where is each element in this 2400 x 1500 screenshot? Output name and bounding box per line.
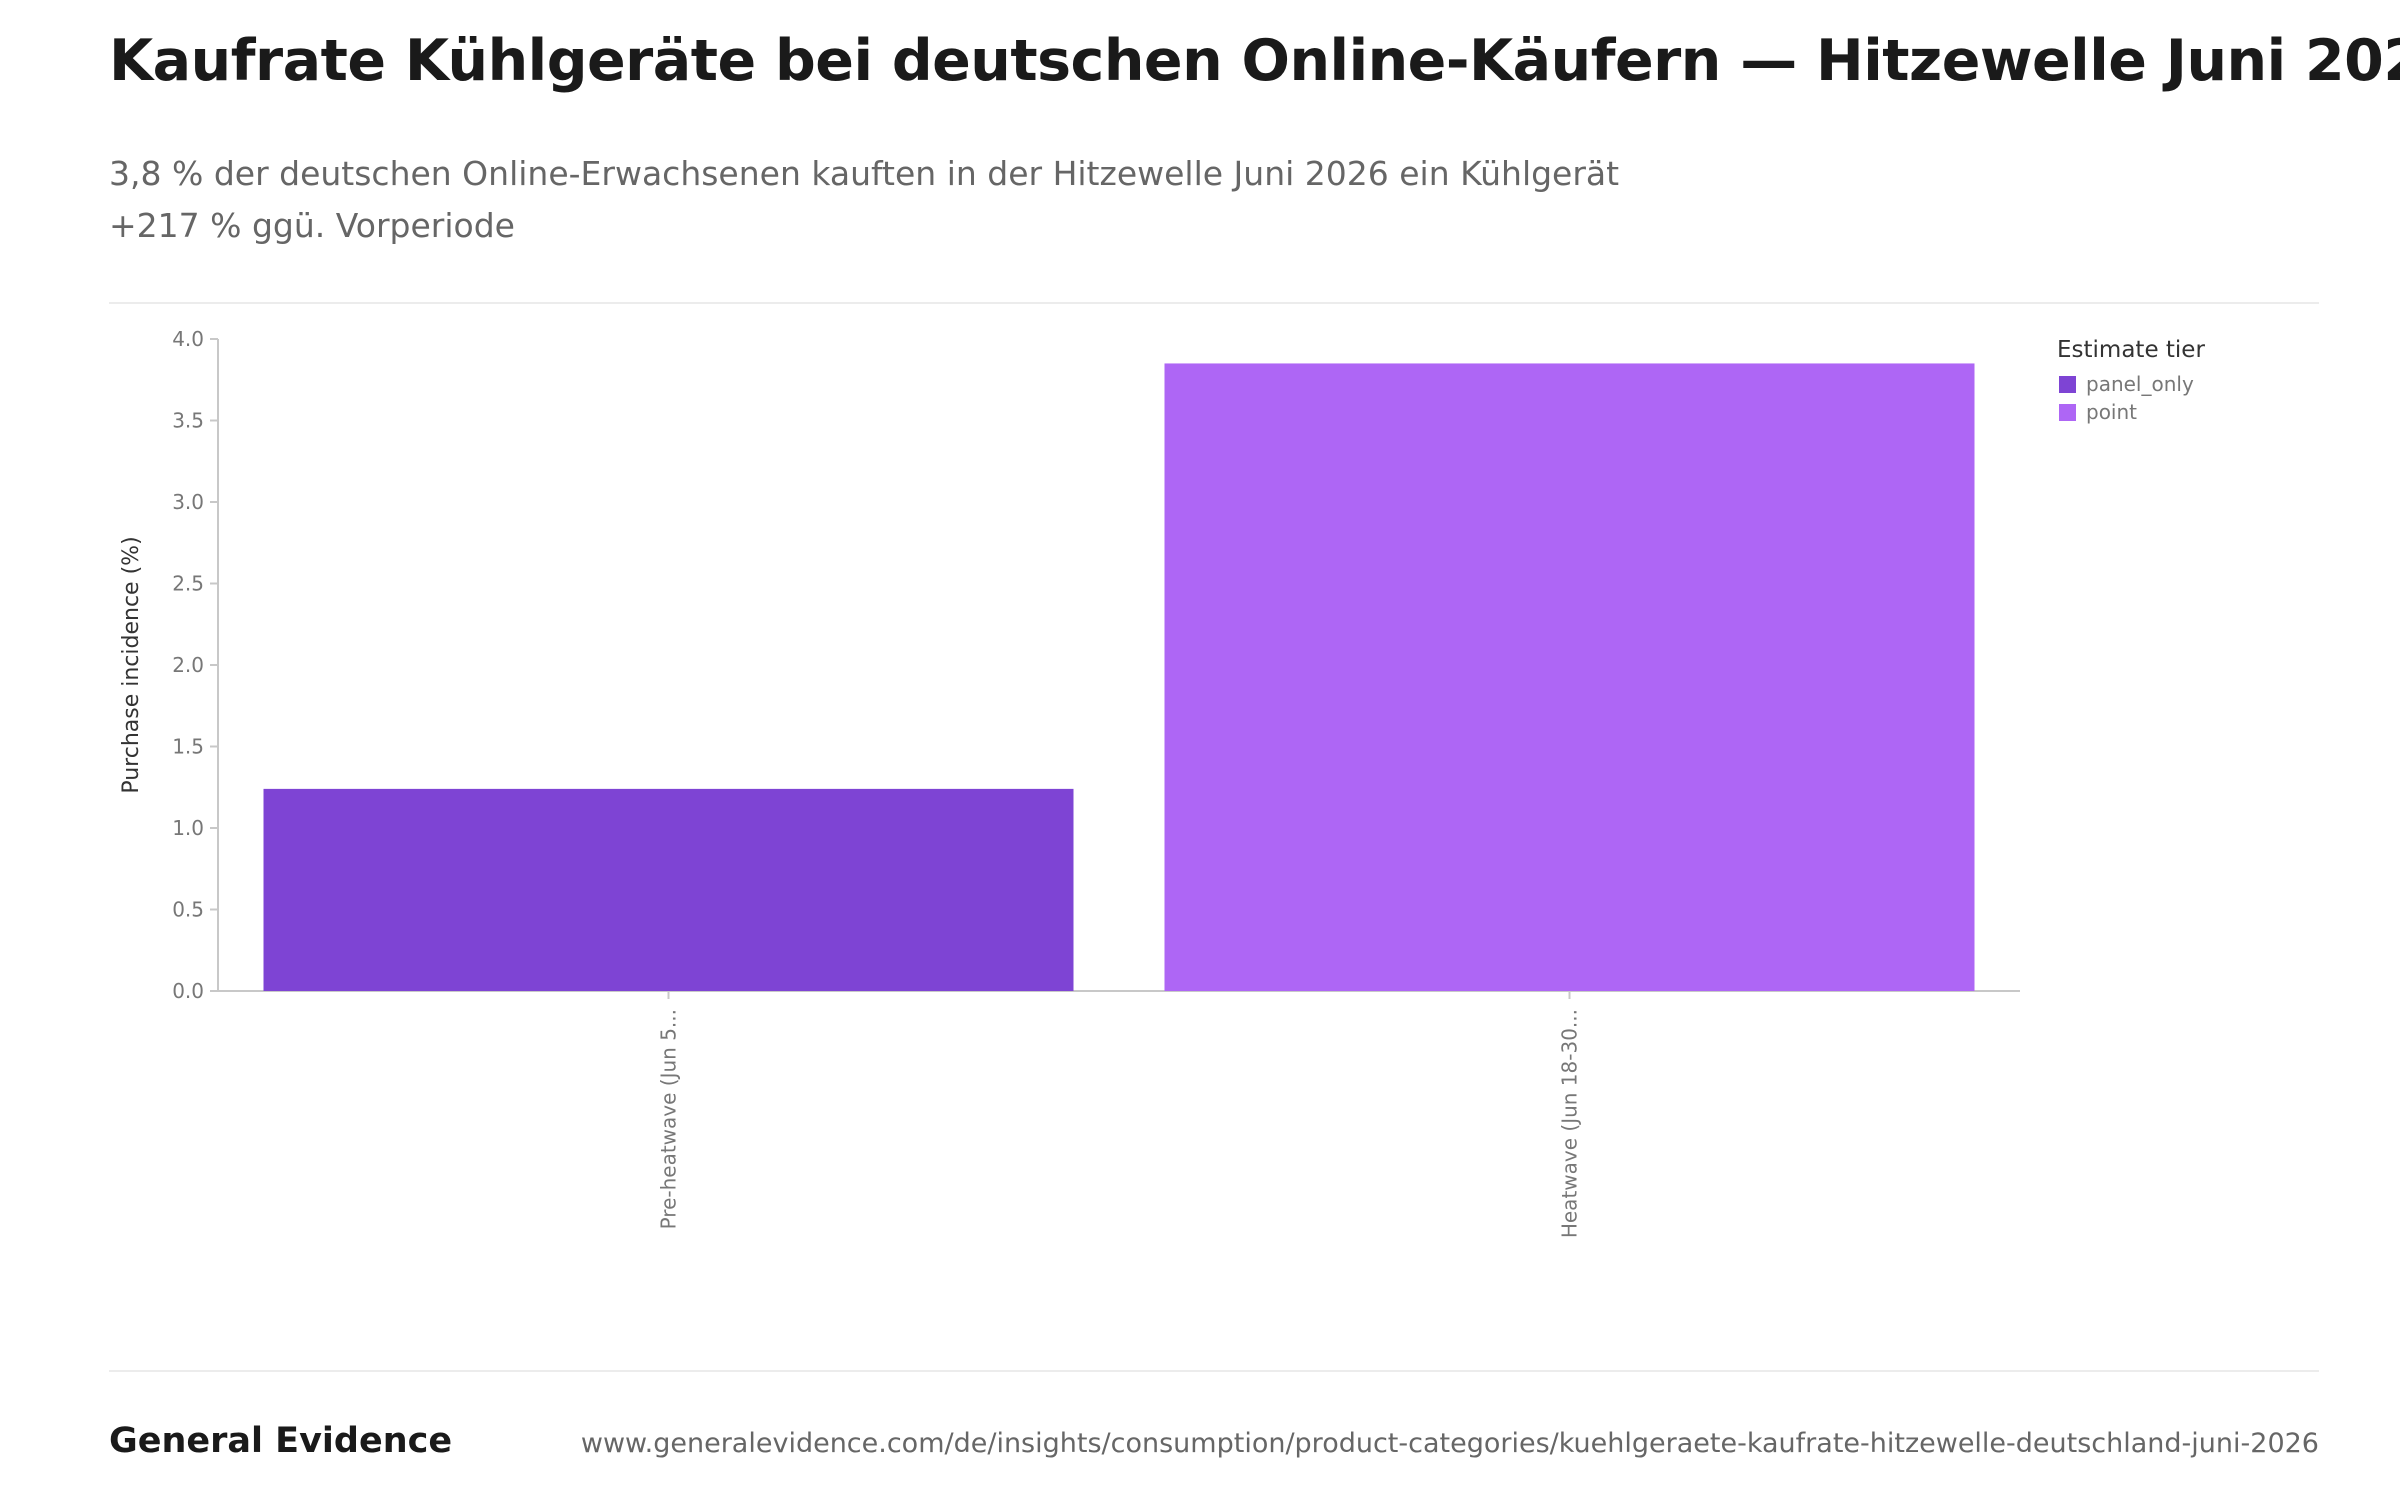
y-tick-label: 0.0 — [172, 979, 204, 1003]
subtitle-headline: 3,8 % der deutschen Online-Erwachsenen k… — [109, 154, 1620, 193]
page-title: Kaufrate Kühlgeräte bei deutschen Online… — [109, 28, 2400, 94]
page: Kaufrate Kühlgeräte bei deutschen Online… — [109, 0, 2400, 1500]
x-tick-label: Heatwave (Jun 18-30... — [1558, 1009, 1582, 1238]
footer-divider — [109, 1370, 2319, 1372]
page-subtitle: 3,8 % der deutschen Online-Erwachsenen k… — [109, 148, 1619, 252]
legend-title: Estimate tier — [2057, 337, 2205, 363]
legend-label-point: point — [2086, 400, 2137, 424]
subtitle-change: +217 % ggü. Vorperiode — [109, 206, 515, 245]
y-tick-label: 3.0 — [172, 490, 204, 514]
y-tick-label: 0.5 — [172, 898, 204, 922]
y-tick-label: 3.5 — [172, 409, 204, 433]
y-tick-label: 4.0 — [172, 327, 204, 351]
y-tick-label: 1.5 — [172, 735, 204, 759]
legend-label-panel_only: panel_only — [2086, 372, 2194, 396]
legend-swatch-point — [2059, 404, 2076, 421]
bar-chart: 0.0 0.5 1.0 1.5 2.0 2.5 3.0 3.5 4.0 Purchase inci… — [119, 327, 2205, 1238]
y-tick-label: 2.0 — [172, 653, 204, 677]
footer-url[interactable]: www.generalevidence.com/de/insights/cons… — [580, 1428, 2319, 1459]
x-tick-label: Pre-heatwave (Jun 5... — [657, 1009, 681, 1229]
footer-brand: General Evidence — [109, 1421, 453, 1461]
header-divider — [109, 302, 2319, 304]
bar-panel_only — [263, 788, 1074, 991]
y-tick-label: 2.5 — [172, 572, 204, 596]
bar-point — [1164, 363, 1975, 991]
y-tick-label: 1.0 — [172, 816, 204, 840]
legend-swatch-panel_only — [2059, 376, 2076, 393]
y-axis-label: Purchase incidence (%) — [119, 536, 144, 793]
